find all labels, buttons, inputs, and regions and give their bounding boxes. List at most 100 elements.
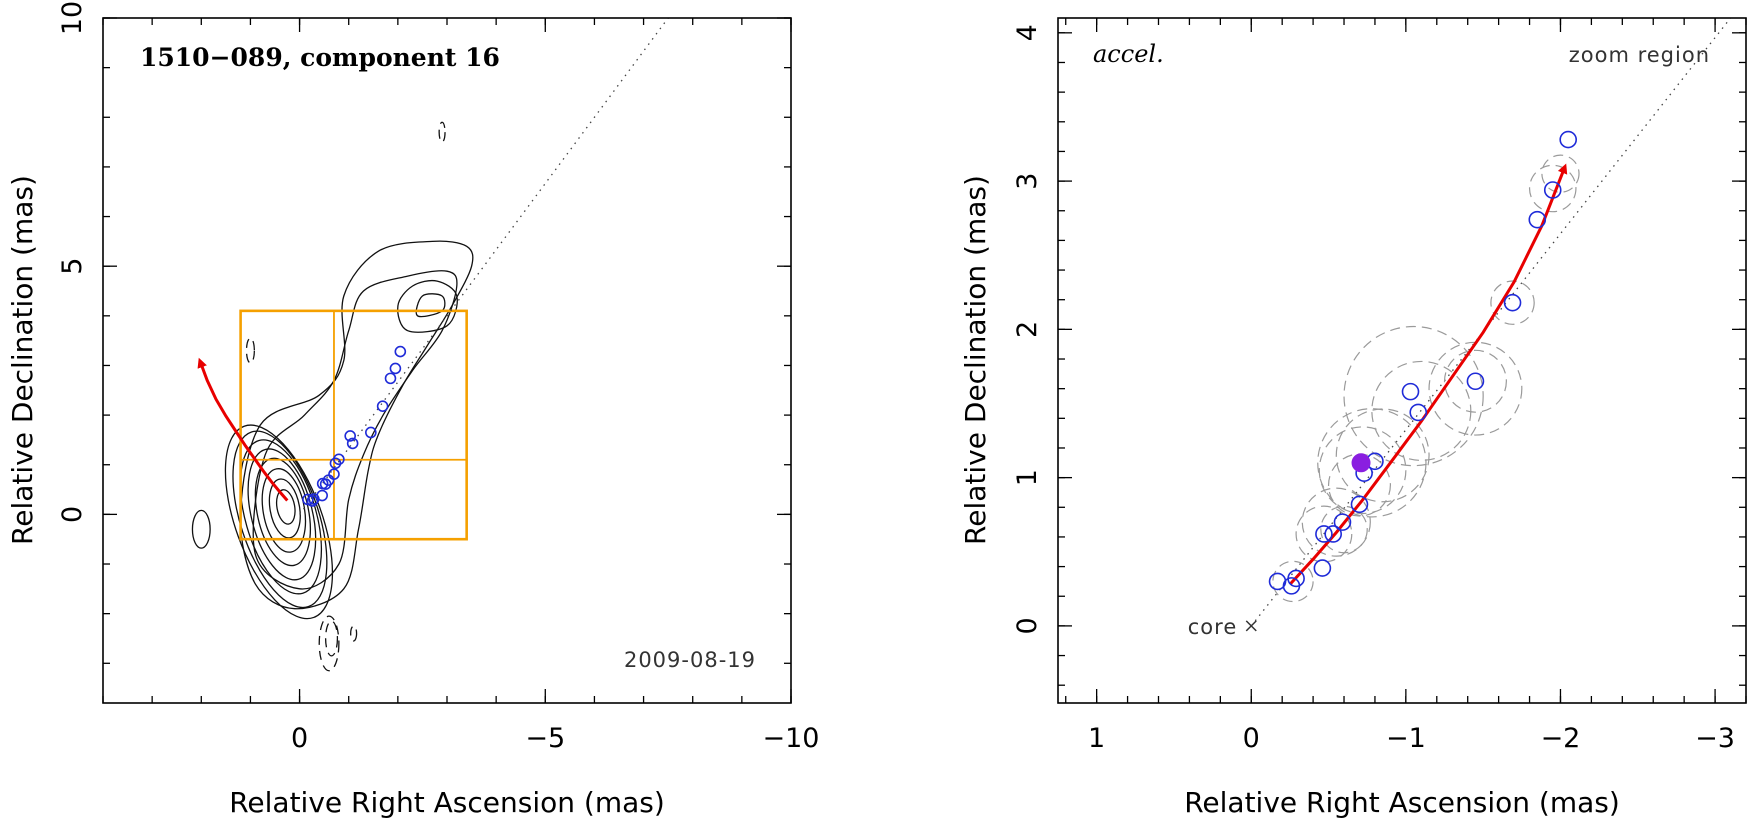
left-xtick-label: 0 (291, 723, 308, 754)
position-error-circles (1272, 154, 1580, 603)
core-cross-icon (1245, 620, 1257, 632)
core-contour (247, 448, 317, 581)
position-error-circle (1301, 487, 1371, 557)
right-ytick-label: 1 (1012, 469, 1043, 486)
trajectory-fit (197, 357, 289, 502)
trajectory-arrow (197, 357, 289, 502)
component-position-marker-zoom (1543, 181, 1562, 199)
component-position-marker-zoom (1333, 513, 1352, 531)
acceleration-label: accel. (1093, 40, 1164, 68)
jet-axis-line (299, 17, 669, 515)
component-position-marker (389, 362, 402, 375)
core-contour (239, 439, 322, 595)
reference-epoch-marker (1351, 453, 1371, 473)
right-xtick-label: −3 (1695, 723, 1735, 754)
position-error-circle (1490, 280, 1535, 325)
component-position-marker (365, 426, 377, 439)
position-error-circle (1528, 164, 1577, 213)
jet-axis-dotted-line (299, 17, 669, 515)
component-position-marker-zoom (1528, 210, 1547, 229)
position-error-circle (1443, 349, 1507, 413)
position-error-circle (1272, 560, 1314, 603)
left-panel: 0 −5 −10 0 5 10 1510−089, component 16 2009-0… (6, 1, 819, 819)
component-position-marker (328, 468, 340, 480)
left-ytick-label: 10 (57, 1, 88, 35)
component-position-marker-zoom (1315, 525, 1333, 543)
left-ytick-label: 5 (57, 258, 88, 275)
right-panel: 1 0 −1 −2 −3 0 1 2 3 4 accel. zoom region core Re… (959, 17, 1747, 819)
position-error-circle (1371, 360, 1472, 461)
component-position-marker (376, 400, 389, 412)
component-position-marker-zoom (1559, 130, 1578, 149)
right-ytick-label: 2 (1012, 321, 1043, 338)
component-markers (302, 345, 407, 507)
component-position-marker (333, 453, 345, 466)
core-contour (232, 430, 328, 609)
trajectory-arrow-zoom (1288, 163, 1568, 586)
position-error-circle (1295, 505, 1353, 563)
jet-contour (252, 270, 458, 590)
isolated-contour (191, 509, 211, 549)
right-plot-frame (1057, 17, 1747, 704)
core-cross-stroke (1245, 620, 1257, 632)
component-position-marker-zoom (1503, 293, 1522, 312)
right-xtick-label: −2 (1541, 723, 1581, 754)
negative-contour (318, 615, 340, 672)
zoom-region-box (239, 309, 468, 541)
component-position-marker-zoom (1350, 495, 1369, 514)
left-y-axis-title: Relative Declination (mas) (6, 175, 39, 545)
contour-map (191, 121, 474, 672)
right-tick-labels: 1 0 −1 −2 −3 0 1 2 3 4 (1012, 24, 1735, 754)
right-axis-ticks (1058, 18, 1747, 703)
component-position-marker-zoom (1409, 403, 1428, 422)
right-xtick-label: −1 (1386, 723, 1426, 754)
right-ytick-label: 4 (1012, 24, 1043, 41)
component-position-marker (394, 345, 407, 358)
core-contour (275, 489, 296, 525)
component-markers-zoom (1268, 130, 1578, 595)
zoom-region-label: zoom region (1569, 43, 1710, 67)
right-ytick-label: 3 (1012, 173, 1043, 190)
zoom-box-rect (239, 309, 468, 541)
core-marker: core (1188, 615, 1257, 639)
left-x-axis-title: Relative Right Ascension (mas) (229, 786, 665, 819)
component-position-marker-zoom (1466, 372, 1485, 391)
right-xtick-label: 1 (1088, 723, 1105, 754)
source-component-label: 1510−089, component 16 (140, 43, 500, 72)
component-position-marker (316, 489, 328, 502)
trajectory-fit-zoom (1288, 163, 1568, 586)
position-error-circle (1343, 325, 1484, 467)
core-contour (261, 468, 307, 553)
right-ytick-label: 0 (1012, 617, 1043, 634)
negative-contour (324, 620, 339, 657)
left-axis-ticks (102, 17, 792, 703)
component-position-marker-zoom (1313, 559, 1332, 577)
left-xtick-label: −10 (763, 723, 820, 754)
left-tick-labels: 0 −5 −10 0 5 10 (57, 1, 819, 754)
jet-contour (415, 293, 446, 318)
component-position-marker-zoom (1401, 382, 1420, 401)
right-y-axis-title: Relative Declination (mas) (959, 175, 992, 545)
left-ytick-label: 0 (57, 506, 88, 523)
core-label: core (1188, 615, 1238, 639)
component-position-marker-zoom (1324, 525, 1342, 543)
left-xtick-label: −5 (525, 723, 565, 754)
component-position-marker (344, 430, 356, 442)
position-error-circle (1335, 408, 1430, 503)
negative-contour (350, 625, 358, 642)
core-contour (224, 424, 334, 620)
right-x-axis-title: Relative Right Ascension (mas) (1184, 786, 1620, 819)
position-error-circle (1541, 154, 1580, 193)
position-error-circle (1428, 341, 1523, 436)
core-contour (254, 457, 311, 567)
jet-contour (239, 240, 474, 610)
epoch-label: 2009-08-19 (624, 648, 756, 672)
component-position-marker (384, 372, 397, 385)
component-position-marker (346, 437, 359, 450)
component-position-marker-zoom (1287, 569, 1305, 588)
negative-contour (438, 121, 446, 143)
position-error-circle (1318, 426, 1407, 515)
position-error-circle (1320, 505, 1368, 554)
negative-contour (245, 337, 256, 364)
